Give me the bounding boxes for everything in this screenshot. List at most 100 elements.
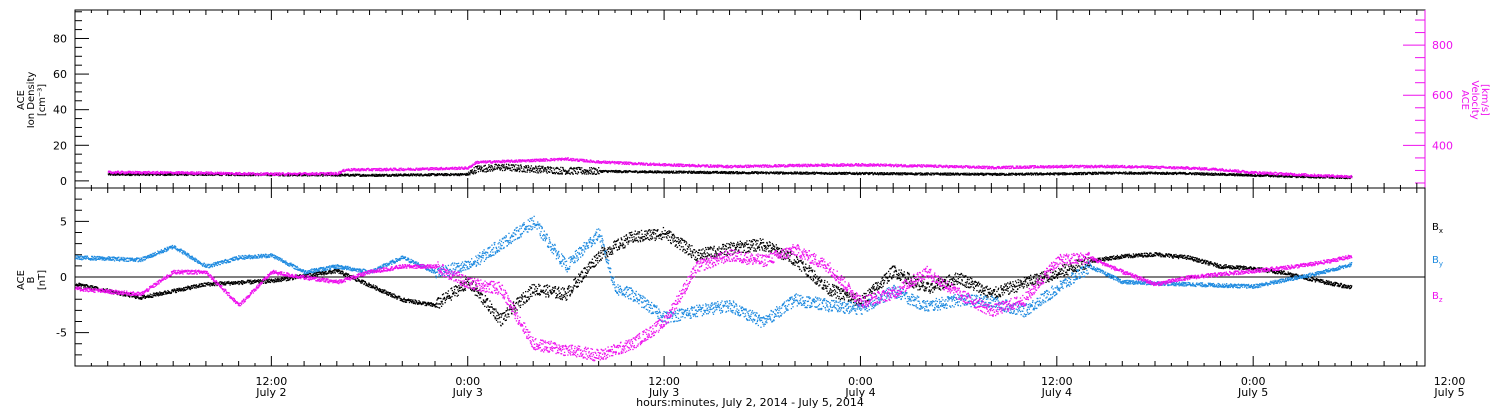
data-point bbox=[455, 167, 457, 169]
data-point bbox=[973, 174, 975, 176]
data-point bbox=[127, 170, 129, 173]
data-point bbox=[552, 158, 554, 160]
data-point bbox=[572, 157, 574, 160]
data-point bbox=[442, 169, 444, 171]
data-point bbox=[484, 160, 486, 162]
data-point bbox=[271, 173, 273, 176]
data-point bbox=[424, 174, 426, 176]
data-point bbox=[1105, 172, 1107, 174]
data-point bbox=[570, 166, 572, 169]
data-point bbox=[433, 169, 435, 171]
data-point bbox=[1091, 171, 1094, 174]
data-point bbox=[540, 171, 542, 174]
data-point bbox=[1204, 174, 1206, 176]
data-point bbox=[715, 170, 717, 173]
data-point bbox=[572, 172, 574, 175]
data-point bbox=[1212, 172, 1215, 175]
data-point bbox=[1007, 174, 1010, 176]
data-point bbox=[309, 174, 311, 176]
data-point bbox=[306, 175, 309, 177]
data-point bbox=[500, 167, 502, 169]
data-point bbox=[242, 174, 245, 176]
data-point bbox=[573, 169, 575, 172]
data-point bbox=[1237, 174, 1240, 176]
data-point bbox=[541, 167, 543, 170]
data-point bbox=[441, 173, 443, 175]
data-point bbox=[851, 173, 853, 175]
data-point bbox=[412, 169, 414, 171]
data-point bbox=[666, 171, 669, 174]
data-point bbox=[175, 173, 178, 175]
data-point bbox=[1118, 172, 1120, 174]
data-point bbox=[112, 172, 114, 175]
data-point bbox=[370, 169, 373, 172]
data-point bbox=[1008, 172, 1010, 174]
data-point bbox=[808, 173, 810, 175]
data-point bbox=[379, 168, 381, 170]
data-point bbox=[498, 164, 500, 167]
data-point bbox=[714, 171, 716, 174]
data-point bbox=[462, 168, 464, 170]
data-point bbox=[264, 174, 266, 176]
data-point bbox=[550, 160, 552, 162]
data-point bbox=[352, 169, 355, 171]
data-point bbox=[765, 173, 768, 175]
data-point bbox=[925, 172, 927, 174]
data-point bbox=[341, 173, 344, 176]
data-point bbox=[451, 168, 453, 170]
data-point bbox=[899, 172, 902, 174]
data-point bbox=[1311, 176, 1314, 178]
data-point bbox=[1045, 172, 1047, 175]
data-point bbox=[224, 173, 226, 175]
data-point bbox=[1162, 171, 1164, 174]
data-point bbox=[360, 170, 362, 172]
data-point bbox=[438, 169, 440, 171]
data-point bbox=[872, 172, 874, 174]
data-point bbox=[383, 173, 385, 176]
data-point bbox=[592, 160, 594, 162]
data-point bbox=[469, 174, 471, 176]
data-point bbox=[623, 163, 626, 165]
data-point bbox=[549, 171, 551, 173]
data-point bbox=[326, 173, 328, 176]
data-point bbox=[480, 161, 482, 163]
data-point bbox=[467, 167, 469, 169]
data-point bbox=[566, 171, 568, 173]
data-point bbox=[376, 174, 378, 177]
data-point bbox=[1194, 174, 1196, 176]
data-point bbox=[242, 174, 244, 176]
data-point bbox=[526, 159, 528, 161]
data-point bbox=[441, 168, 443, 171]
data-point bbox=[1280, 174, 1283, 177]
data-point bbox=[762, 171, 764, 173]
data-point bbox=[252, 174, 255, 176]
data-point bbox=[1076, 173, 1078, 176]
data-point bbox=[576, 158, 578, 160]
data-point bbox=[263, 174, 265, 176]
data-point bbox=[729, 171, 732, 174]
data-point bbox=[513, 164, 515, 166]
data-point bbox=[904, 173, 907, 176]
data-point bbox=[428, 169, 430, 171]
data-point bbox=[472, 172, 474, 174]
data-point bbox=[571, 168, 574, 170]
data-point bbox=[354, 175, 356, 177]
data-point bbox=[725, 172, 727, 175]
data-point bbox=[164, 174, 166, 177]
data-point bbox=[445, 168, 447, 170]
data-point bbox=[168, 172, 171, 175]
data-point bbox=[330, 175, 332, 177]
data-point bbox=[750, 172, 752, 174]
data-point bbox=[1075, 172, 1077, 174]
data-point bbox=[778, 171, 780, 173]
data-point bbox=[969, 173, 972, 175]
data-point bbox=[834, 172, 837, 174]
data-point bbox=[797, 172, 799, 174]
data-point bbox=[755, 171, 758, 174]
data-point bbox=[396, 169, 399, 171]
data-point bbox=[1157, 172, 1159, 174]
data-point bbox=[362, 175, 364, 177]
data-point bbox=[624, 171, 626, 174]
data-point bbox=[920, 174, 922, 176]
data-point bbox=[360, 174, 362, 176]
